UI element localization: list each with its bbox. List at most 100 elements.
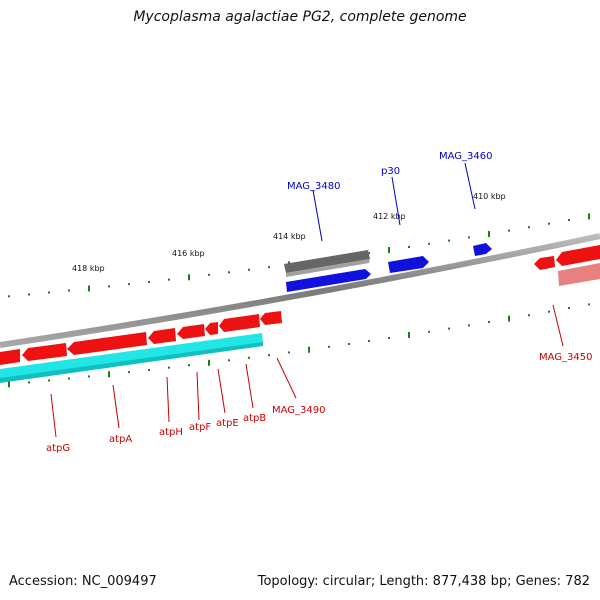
outer-ring-tick [368,252,370,255]
gene-atpf-red[interactable] [148,328,176,344]
leader-lines [50,162,564,438]
inner-ring-tick [368,340,370,343]
gene-atpg[interactable] [0,349,20,365]
outer-ring-tick [408,245,410,248]
reverse-strand [0,245,600,383]
inner-ring-tick [48,379,50,382]
inner-ring-tick [448,327,450,330]
gene-atpb-red[interactable] [205,322,218,335]
gene-mag3490[interactable] [260,311,282,325]
outer-ring-tick [28,293,30,296]
leader-p30 [391,176,401,226]
inner-ring-tick [548,310,550,313]
label-mag3450[interactable]: MAG_3450 [539,352,593,363]
tick-label-414: 414 kbp [273,232,306,241]
inner-ring-tick [588,303,590,306]
leader-mag3490 [276,357,297,399]
inner-tick-ring [8,303,590,388]
gene-mag3490-red[interactable] [219,314,260,332]
summary-text: Topology: circular; Length: 877,438 bp; … [257,574,590,589]
gene-atph[interactable] [67,332,147,355]
gene-atpe-red[interactable] [177,324,205,339]
inner-ring-tick [528,314,530,317]
outer-ring-tick [128,283,130,286]
outer-ring-tick [68,289,70,292]
outer-ring-tick [528,226,530,229]
outer-ring-tick [468,236,470,239]
map-title: Mycoplasma agalactiae PG2, complete geno… [133,9,467,25]
inner-ring-tick [308,346,310,353]
inner-ring-tick [208,359,210,366]
inner-ring-tick [428,330,430,333]
inner-ring-tick [108,371,110,378]
inner-ring-tick [168,366,170,369]
outer-ring-tick [188,274,190,281]
gene-mag3480-gray-shadow [286,259,370,277]
gene-cyan-shadow [0,342,263,383]
inner-ring-tick [8,381,10,388]
inner-ring-tick [188,364,190,367]
leader-mag3450 [552,304,564,347]
outer-ring-tick [208,273,210,276]
inner-ring-tick [128,371,130,374]
outer-ring-tick [428,242,430,245]
inner-ring-tick [488,321,490,324]
gene-p30[interactable] [388,256,429,273]
inner-ring-tick [408,331,410,338]
inner-ring-tick [288,351,290,354]
tick-label-416: 416 kbp [172,249,205,258]
leader-atpb [245,363,254,409]
label-atpe[interactable]: atpE [216,418,239,429]
outer-ring-tick [588,213,590,220]
inner-ring-tick [348,342,350,345]
leader-atpe [217,368,226,414]
gene-mag3480-gray[interactable] [284,250,370,273]
accession-text: Accession: NC_009497 [9,574,157,589]
label-atpf[interactable]: atpF [189,422,211,433]
leader-atpf [196,371,200,421]
outer-ring-tick [488,231,490,238]
label-atpb[interactable]: atpB [243,413,266,424]
inner-ring-tick [228,359,230,362]
inner-ring-tick [508,315,510,322]
gene-mag3450-red-2[interactable] [556,245,600,266]
outer-ring-tick [88,285,90,292]
inner-ring-tick [468,324,470,327]
label-mag3480[interactable]: MAG_3480 [287,181,341,192]
outer-ring-tick [228,271,230,274]
gene-mag3460[interactable] [473,243,492,256]
outer-ring-tick [268,266,270,269]
inner-ring-tick [568,307,570,310]
leader-mag3460 [464,162,476,210]
outer-ring-tick [8,295,10,298]
tick-label-410: 410 kbp [473,192,506,201]
inner-ring-tick [328,345,330,348]
outer-tick-ring [8,213,590,298]
outer-ring-tick [508,229,510,232]
label-mag3460[interactable]: MAG_3460 [439,151,493,162]
label-atpg[interactable]: atpG [46,443,70,454]
inner-ring-tick [28,381,30,384]
label-mag3490[interactable]: MAG_3490 [272,405,326,416]
label-p30[interactable]: p30 [381,166,400,177]
gene-mag3450-red-1[interactable] [534,256,555,270]
leader-atpg [50,393,57,438]
gene-mag3450-pink[interactable] [558,263,600,286]
outer-ring-tick [248,268,250,271]
label-atpa[interactable]: atpA [109,434,132,445]
outer-ring-tick [548,222,550,225]
inner-ring-tick [388,337,390,340]
label-atph[interactable]: atpH [159,427,183,438]
inner-ring-tick [88,375,90,378]
gene-mag3480[interactable] [286,269,371,292]
leader-atph [166,376,170,423]
gene-atpa-red[interactable] [22,343,67,361]
outer-ring-tick [168,278,170,281]
inner-ring-tick [268,354,270,357]
outer-ring-tick [148,280,150,283]
outer-ring-tick [388,247,390,254]
outer-ring-tick [108,285,110,288]
inner-ring-tick [148,368,150,371]
inner-ring-tick [248,356,250,359]
